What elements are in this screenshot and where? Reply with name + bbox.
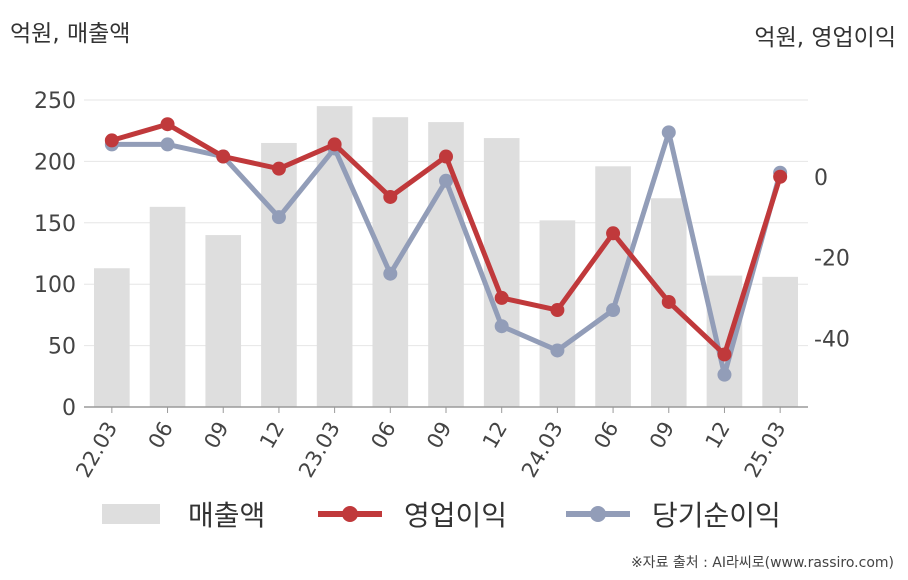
net-income-point (160, 137, 175, 152)
x-tick-label: 22.03 (71, 418, 122, 482)
left-tick-label: 250 (34, 89, 76, 114)
x-tick-label: 09 (422, 418, 456, 453)
x-tick-label: 12 (478, 418, 512, 453)
net-income-point (271, 210, 286, 225)
x-tick-label: 06 (589, 418, 623, 453)
revenue-bar (205, 235, 242, 407)
legend-label-revenue: 매출액 (188, 499, 266, 532)
operating-profit-point (383, 189, 398, 204)
legend-item-operating-profit: 영업이익 (318, 492, 507, 536)
axes (84, 406, 808, 413)
operating-profit-point (773, 169, 788, 184)
x-tick-label: 12 (701, 418, 735, 453)
series-lines (104, 117, 788, 382)
operating-profit-point (494, 290, 509, 305)
operating-profit-point (550, 303, 565, 318)
x-tick-label: 12 (255, 418, 289, 453)
revenue-bar (428, 122, 464, 407)
x-tick-label: 06 (366, 418, 400, 453)
operating-profit-point (216, 149, 231, 164)
net-income-point (383, 266, 398, 281)
legend-item-net-income: 당기순이익 (566, 492, 781, 536)
right-axis-unit-label: 억원, 영업이익 (754, 25, 896, 51)
revenue-bar (595, 166, 631, 407)
source-credit: ※자료 출처 : AI라씨로(www.rassiro.com) (630, 555, 894, 571)
operating-profit-point (717, 347, 732, 362)
right-tick-label: 0 (814, 166, 828, 191)
operating-profit-point (439, 149, 453, 164)
revenue-bar (762, 276, 798, 407)
x-tick-label: 09 (645, 418, 679, 453)
x-tick-label: 23.03 (294, 418, 345, 482)
revenue-bar (94, 268, 130, 407)
revenue-bar (149, 206, 186, 407)
net-income-point (661, 125, 676, 140)
left-tick-label: 100 (34, 273, 76, 298)
operating-profit-point (160, 117, 175, 132)
revenue-bar (372, 117, 409, 407)
legend-swatch-net-income (566, 506, 630, 522)
x-tick-label: 06 (144, 418, 178, 453)
left-tick-label: 150 (34, 212, 76, 237)
x-tick-label: 25.03 (740, 418, 791, 482)
legend-label-net-income: 당기순이익 (652, 499, 781, 532)
net-income-point (606, 303, 621, 318)
legend-label-operating-profit: 영업이익 (404, 499, 508, 532)
legend-item-revenue: 매출액 (102, 492, 265, 536)
net-income-point (494, 319, 509, 334)
operating-profit-point (104, 133, 119, 148)
legend-swatch-operating-profit (318, 506, 382, 522)
right-tick-label: -20 (814, 247, 850, 272)
left-axis-unit-label: 억원, 매출액 (10, 21, 131, 47)
operating-profit-point (606, 226, 621, 241)
legend-swatch-revenue (102, 504, 160, 524)
revenue-bars (94, 106, 798, 408)
x-tick-label: 24.03 (517, 418, 568, 482)
net-income-point (439, 173, 453, 188)
operating-profit-point (661, 294, 676, 309)
net-income-point (717, 367, 732, 382)
operating-profit-point (271, 161, 286, 176)
right-tick-label: -40 (814, 327, 850, 352)
left-tick-label: 0 (62, 396, 76, 421)
revenue-bar (261, 142, 297, 408)
net-income-point (550, 343, 565, 358)
left-tick-label: 200 (34, 150, 76, 175)
left-tick-label: 50 (48, 335, 76, 360)
operating-profit-point (327, 137, 342, 152)
x-tick-label: 09 (199, 418, 233, 453)
